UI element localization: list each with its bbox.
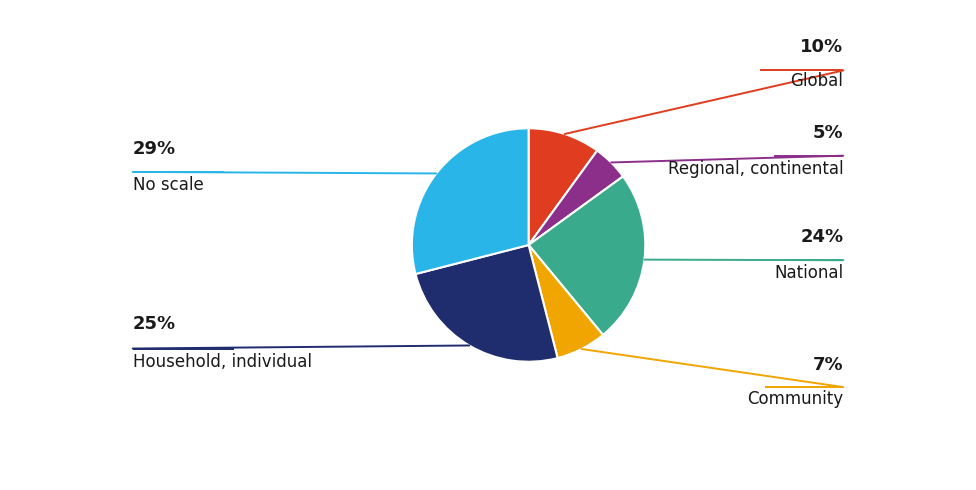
Wedge shape — [529, 245, 603, 358]
Text: 25%: 25% — [133, 315, 176, 333]
Wedge shape — [416, 245, 557, 362]
Text: National: National — [774, 265, 843, 282]
Text: 10%: 10% — [800, 38, 843, 56]
Text: 24%: 24% — [800, 228, 843, 246]
Text: No scale: No scale — [133, 176, 203, 194]
Text: Global: Global — [791, 72, 843, 90]
Wedge shape — [529, 150, 623, 245]
Wedge shape — [529, 176, 645, 335]
Text: Community: Community — [748, 391, 843, 408]
Wedge shape — [529, 128, 597, 245]
Text: 7%: 7% — [813, 356, 843, 374]
Text: 29%: 29% — [133, 140, 176, 158]
Text: Regional, continental: Regional, continental — [668, 160, 843, 178]
Text: Household, individual: Household, individual — [133, 353, 311, 371]
Text: 5%: 5% — [813, 124, 843, 142]
Wedge shape — [412, 128, 529, 274]
